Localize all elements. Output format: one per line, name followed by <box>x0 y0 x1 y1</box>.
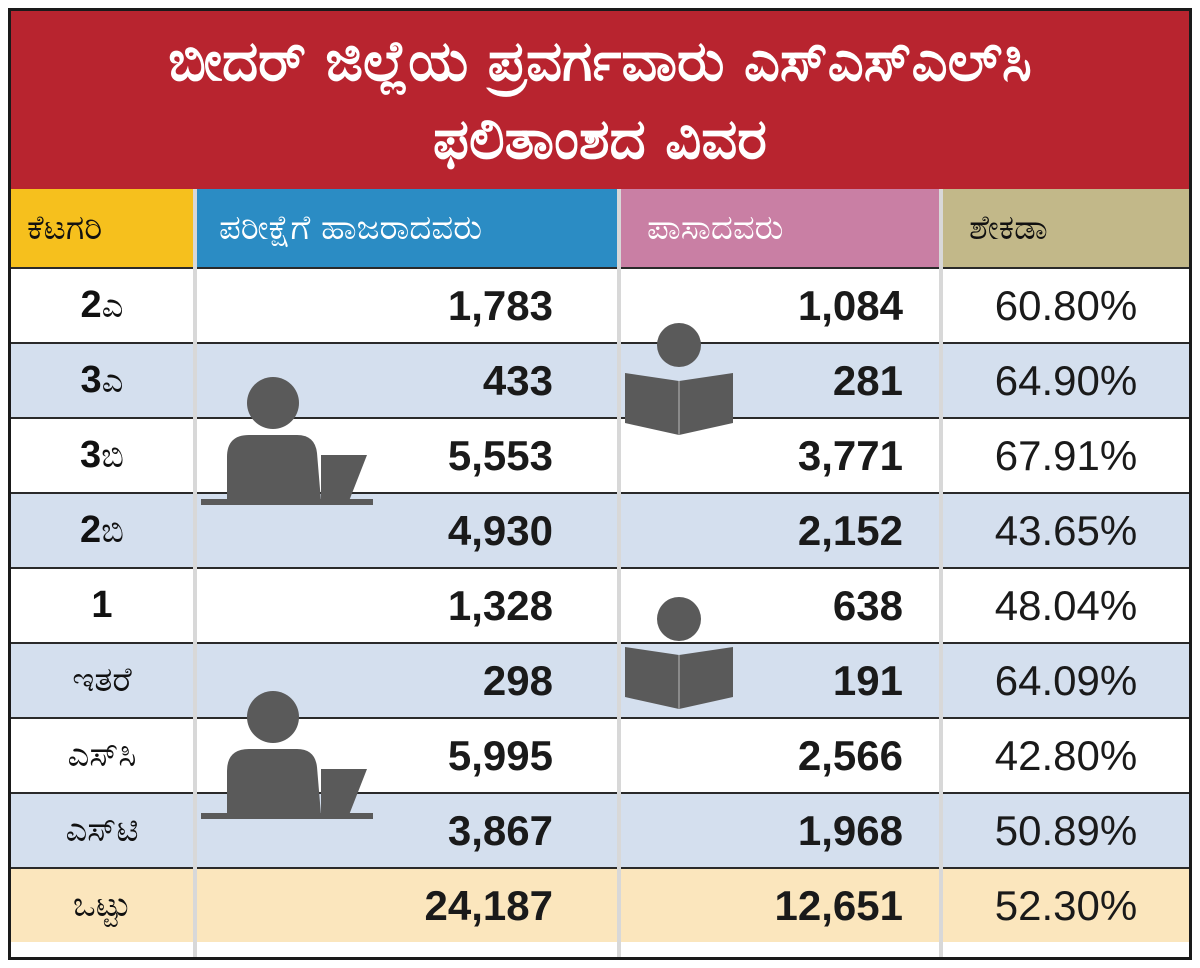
category-number: 3 <box>80 359 102 401</box>
category-label: ಎ <box>101 362 124 400</box>
header-category: ಕೆಟಗರಿ <box>11 189 193 267</box>
page-title: ಬೀದರ್ ಜಿಲ್ಲೆಯ ಪ್ರವರ್ಗವಾರು ಎಸ್‌ಎಸ್‌ಎಲ್‌ಸಿ… <box>11 11 1189 189</box>
student-reading-icon <box>625 597 733 709</box>
title-line-2: ಫಲಿತಾಂಶದ ವಿವರ <box>433 107 767 172</box>
appeared-cell: 1,783 <box>447 282 553 329</box>
appeared-cell: 298 <box>482 657 553 704</box>
appeared-cell: 433 <box>482 357 553 404</box>
column-divider <box>617 189 621 957</box>
percent-cell: 42.80% <box>994 732 1138 779</box>
category-cell: 3ಬಿ <box>11 419 193 492</box>
header-appeared: ಪರೀಕ್ಷೆಗೆ ಹಾಜರಾದವರು <box>197 189 617 267</box>
percent-cell: 64.90% <box>994 357 1138 404</box>
passed-cell: 281 <box>832 357 903 404</box>
column-divider <box>193 189 197 957</box>
category-label: ಎ <box>101 287 124 325</box>
student-laptop-icon <box>201 377 373 505</box>
category-label: ಎಸ್‌ಸಿ <box>67 736 137 774</box>
appeared-cell: 1,328 <box>447 582 553 629</box>
category-label: ಇತರೆ <box>72 661 132 699</box>
percent-cell: 48.04% <box>994 582 1138 629</box>
passed-cell: 12,651 <box>774 882 903 929</box>
column-divider <box>939 189 943 957</box>
category-cell: 2ಬಿ <box>11 494 193 567</box>
category-cell: ಎಸ್‌ಟಿ <box>11 794 193 867</box>
passed-cell: 638 <box>832 582 903 629</box>
passed-cell: 191 <box>832 657 903 704</box>
table-row: 1 1,328 638 48.04% <box>11 567 1189 642</box>
category-label: ಬಿ <box>101 437 124 475</box>
title-line-1: ಬೀದರ್ ಜಿಲ್ಲೆಯ ಪ್ರವರ್ಗವಾರು ಎಸ್‌ಎಸ್‌ಎಲ್‌ಸಿ <box>168 29 1032 94</box>
category-cell: 2ಎ <box>11 269 193 342</box>
passed-cell: 1,084 <box>797 282 903 329</box>
results-table-card: ಬೀದರ್ ಜಿಲ್ಲೆಯ ಪ್ರವರ್ಗವಾರು ಎಸ್‌ಎಸ್‌ಎಲ್‌ಸಿ… <box>8 8 1192 960</box>
category-cell: 1 <box>11 569 193 642</box>
appeared-cell: 5,553 <box>447 432 553 479</box>
table-total-row: ಒಟ್ಟು 24,187 12,651 52.30% <box>11 867 1189 942</box>
table-row: ಎಸ್‌ಟಿ 3,867 1,968 50.89% <box>11 792 1189 867</box>
percent-cell: 43.65% <box>994 507 1138 554</box>
category-cell: ಒಟ್ಟು <box>11 869 193 942</box>
percent-cell: 64.09% <box>994 657 1138 704</box>
category-number: 2 <box>80 509 102 551</box>
table-row: 3ಎ 433 281 64.90% <box>11 342 1189 417</box>
appeared-cell: 24,187 <box>424 882 553 929</box>
table-row: 3ಬಿ 5,553 3,771 67.91% <box>11 417 1189 492</box>
passed-cell: 1,968 <box>797 807 903 854</box>
table-row: ಎಸ್‌ಸಿ 5,995 2,566 42.80% <box>11 717 1189 792</box>
category-number: 3 <box>80 434 102 476</box>
appeared-cell: 3,867 <box>447 807 553 854</box>
student-laptop-icon <box>201 691 373 819</box>
header-percent: ಶೇಕಡಾ <box>943 189 1189 267</box>
category-cell: ಎಸ್‌ಸಿ <box>11 719 193 792</box>
category-cell: ಇತರೆ <box>11 644 193 717</box>
appeared-cell: 4,930 <box>447 507 553 554</box>
student-reading-icon <box>625 323 733 435</box>
table-row: ಇತರೆ 298 191 64.09% <box>11 642 1189 717</box>
passed-cell: 3,771 <box>797 432 903 479</box>
percent-cell: 67.91% <box>994 432 1138 479</box>
percent-cell: 50.89% <box>994 807 1138 854</box>
category-number: 2 <box>80 284 102 326</box>
table-row: 2ಬಿ 4,930 2,152 43.65% <box>11 492 1189 567</box>
category-number: 1 <box>91 584 113 626</box>
category-label: ಬಿ <box>101 512 124 550</box>
appeared-cell: 5,995 <box>447 732 553 779</box>
percent-cell: 52.30% <box>994 882 1138 929</box>
category-label: ಒಟ್ಟು <box>72 886 132 924</box>
table-row: 2ಎ 1,783 1,084 60.80% <box>11 267 1189 342</box>
passed-cell: 2,152 <box>797 507 903 554</box>
percent-cell: 60.80% <box>994 282 1138 329</box>
header-passed: ಪಾಸಾದವರು <box>621 189 939 267</box>
passed-cell: 2,566 <box>797 732 903 779</box>
category-cell: 3ಎ <box>11 344 193 417</box>
category-label: ಎಸ್‌ಟಿ <box>65 811 139 849</box>
